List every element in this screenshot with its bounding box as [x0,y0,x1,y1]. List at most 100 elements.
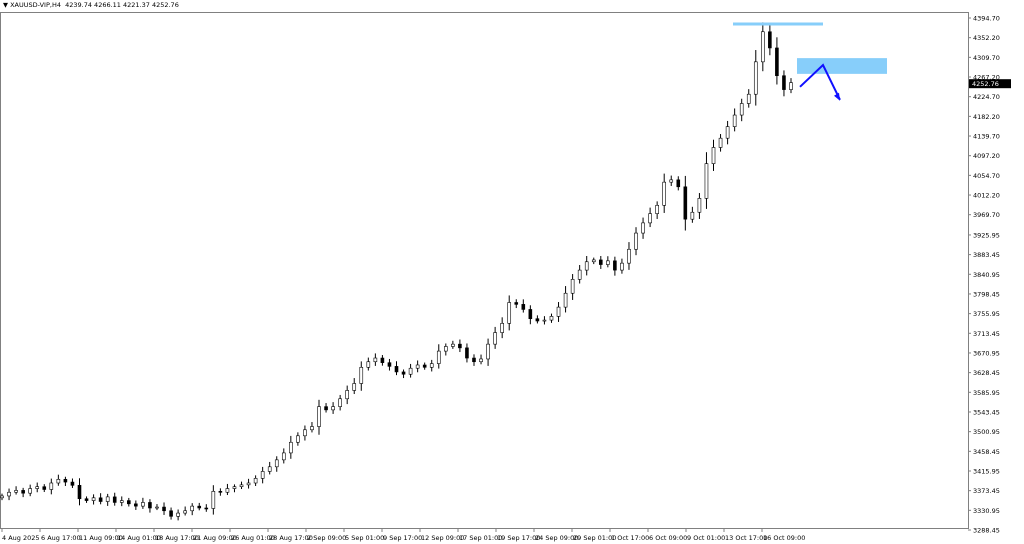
candle-body [662,181,666,206]
x-tick-label: 1 Oct 17:00 [611,534,649,542]
x-tick-label: 9 Oct 01:00 [687,534,725,542]
candle [549,313,554,323]
candle-body [732,114,737,127]
candle [366,357,371,371]
y-tick-label: 3585.95 [973,389,1000,397]
candle [7,488,11,501]
candle [338,394,342,411]
candle [598,255,603,269]
candle-body [169,510,173,517]
candle [472,354,476,366]
y-tick-label: 4054.70 [973,172,1000,180]
candle [28,484,32,497]
x-tick-label: 6 Oct 09:00 [649,534,687,542]
candle-body [373,357,378,363]
supply-zone [797,58,887,74]
candle-body [598,259,603,265]
candle-body [225,488,230,493]
candle [451,340,455,349]
y-tick-label: 4097.20 [973,152,1000,160]
candle-body [613,260,617,271]
candle-body [465,347,469,359]
candle [648,207,652,228]
candle [246,478,251,489]
x-tick-label: 9 Sep 17:00 [383,534,422,542]
candle-body [436,350,441,364]
candle-body [634,232,638,250]
candle [42,484,47,493]
x-tick-label: 16 Oct 09:00 [763,534,805,542]
candle-body [35,486,40,489]
symbol-label: XAUUSD-VIP,H4 [10,1,61,9]
candle-body [606,260,610,265]
candle-body [42,486,47,490]
candle [789,78,793,94]
candle [155,504,159,511]
candle [56,474,61,486]
candle [718,134,723,152]
x-tick-label: 6 Aug 17:00 [41,534,81,542]
candle-body [105,496,110,502]
candle [77,478,82,506]
candle [14,486,18,495]
candle [253,475,258,487]
candle [359,361,364,391]
collapse-triangle-icon[interactable]: ▼ [3,1,8,9]
candle-body [253,478,258,484]
candle [556,302,561,322]
candle-body [260,471,265,479]
y-tick-label: 3288.45 [973,527,1000,535]
candle [528,305,533,325]
candle [465,343,469,363]
candle-body [190,505,195,512]
candle [296,432,300,446]
candle [169,507,173,520]
candle-body [56,478,61,484]
candle [162,502,166,515]
candle [746,89,751,108]
candle [782,70,786,97]
candle [190,503,195,516]
candle-body [444,346,448,352]
candle [500,317,504,339]
candle-body [183,510,187,514]
candle-body [366,361,371,368]
candle-body [91,497,96,501]
candle [486,338,490,366]
candle [521,299,526,313]
candle [373,353,378,366]
candle-body [7,491,11,497]
candle-body [627,248,631,264]
candle [310,422,314,433]
candle-body [768,31,772,49]
candle [697,193,702,219]
y-tick-label: 3883.45 [973,251,1000,259]
candle-body [28,488,32,494]
y-tick-label: 3543.45 [973,408,1000,416]
candle-body [697,198,702,213]
candle-body [746,93,751,104]
candle [634,227,638,256]
ohlc-readout: 4239.74 4266.11 4221.37 4252.76 [65,1,179,9]
candle [105,493,110,506]
candle-body [584,261,589,271]
y-tick-label: 4224.70 [973,93,1000,101]
candle [725,120,730,145]
candle [739,98,744,122]
candle [218,488,223,496]
candle [141,497,145,509]
candle-body [542,319,547,322]
candle-body [577,269,582,280]
candle [148,499,152,513]
candle-body [535,318,540,322]
candle [84,496,89,503]
candle [429,359,434,372]
candle [401,369,406,379]
candle [98,493,103,505]
candle [620,258,624,274]
candle-body [641,222,645,234]
candle [387,358,392,371]
x-tick-label: 18 Aug 17:00 [155,534,199,542]
x-tick-label: 5 Sep 01:00 [345,534,384,542]
